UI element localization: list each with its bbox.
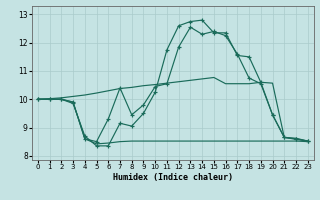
X-axis label: Humidex (Indice chaleur): Humidex (Indice chaleur) bbox=[113, 173, 233, 182]
